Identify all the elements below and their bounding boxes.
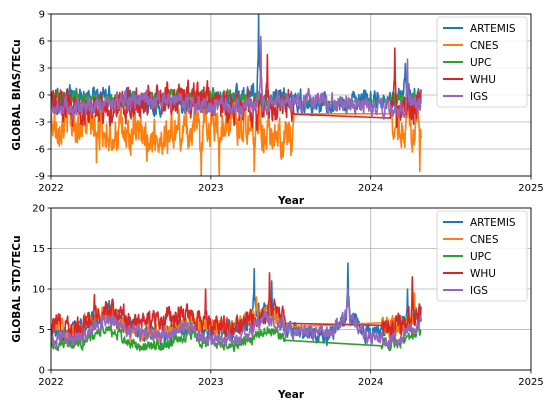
legend-label-whu: WHU [470, 268, 496, 280]
y-axis-label: GLOBAL BIAS/TECu [11, 39, 23, 150]
legend-label-upc: UPC [470, 57, 491, 69]
legend-label-igs: IGS [470, 285, 488, 297]
series-line-igs [51, 288, 422, 351]
series-line-igs [51, 35, 422, 121]
x-tick-label: 2024 [358, 377, 383, 388]
chart-panel-1: 2022 2023 2024 2025 -9 -6 -3 0 3 6 9 Year GLOBAL BIA… [11, 10, 544, 208]
legend-label-upc: UPC [470, 251, 491, 263]
y-tick-label: -3 [35, 118, 45, 129]
series-line-whu [51, 272, 422, 342]
y-tick-label: 0 [39, 366, 45, 377]
x-tick-label: 2022 [38, 377, 63, 388]
y-tick-label: 5 [39, 325, 45, 336]
x-tick-label: 2023 [198, 377, 223, 388]
legend-box [436, 16, 528, 108]
y-tick-label: -6 [35, 145, 45, 156]
y-tick-label: 10 [32, 285, 45, 296]
y-tick-label: 9 [39, 10, 45, 21]
legend: ARTEMIS CNES UPC WHU IGS [436, 210, 528, 302]
legend: ARTEMIS CNES UPC WHU IGS [436, 16, 528, 108]
chart-panel-2: 2022 2023 2024 2025 0 5 10 15 20 Year GLOBAL STD/T… [11, 204, 544, 402]
x-tick-label: 2025 [518, 377, 543, 388]
y-tick-label: 3 [39, 64, 45, 75]
legend-label-igs: IGS [470, 91, 488, 103]
y-tick-label: 6 [39, 37, 45, 48]
x-tick-label: 2024 [358, 183, 383, 194]
legend-label-cnes: CNES [470, 40, 499, 52]
legend-label-whu: WHU [470, 74, 496, 86]
legend-label-cnes: CNES [470, 234, 499, 246]
y-tick-label: -9 [35, 172, 45, 183]
legend-label-artemis: ARTEMIS [470, 23, 516, 35]
x-tick-label: 2025 [518, 183, 543, 194]
legend-label-artemis: ARTEMIS [470, 217, 516, 229]
legend-box [436, 210, 528, 302]
y-tick-label: 15 [32, 244, 45, 255]
x-tick-label: 2022 [38, 183, 63, 194]
series-line-cnes [51, 96, 422, 176]
y-axis-label: GLOBAL STD/TECu [11, 235, 23, 342]
x-axis-label: Year [277, 195, 305, 207]
y-tick-label: 0 [39, 91, 45, 102]
y-tick-label: 20 [32, 204, 45, 215]
x-tick-label: 2023 [198, 183, 223, 194]
x-axis-label: Year [277, 389, 305, 401]
